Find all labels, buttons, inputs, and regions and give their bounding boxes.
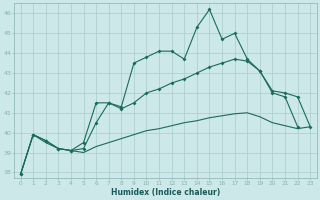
X-axis label: Humidex (Indice chaleur): Humidex (Indice chaleur) xyxy=(111,188,220,197)
